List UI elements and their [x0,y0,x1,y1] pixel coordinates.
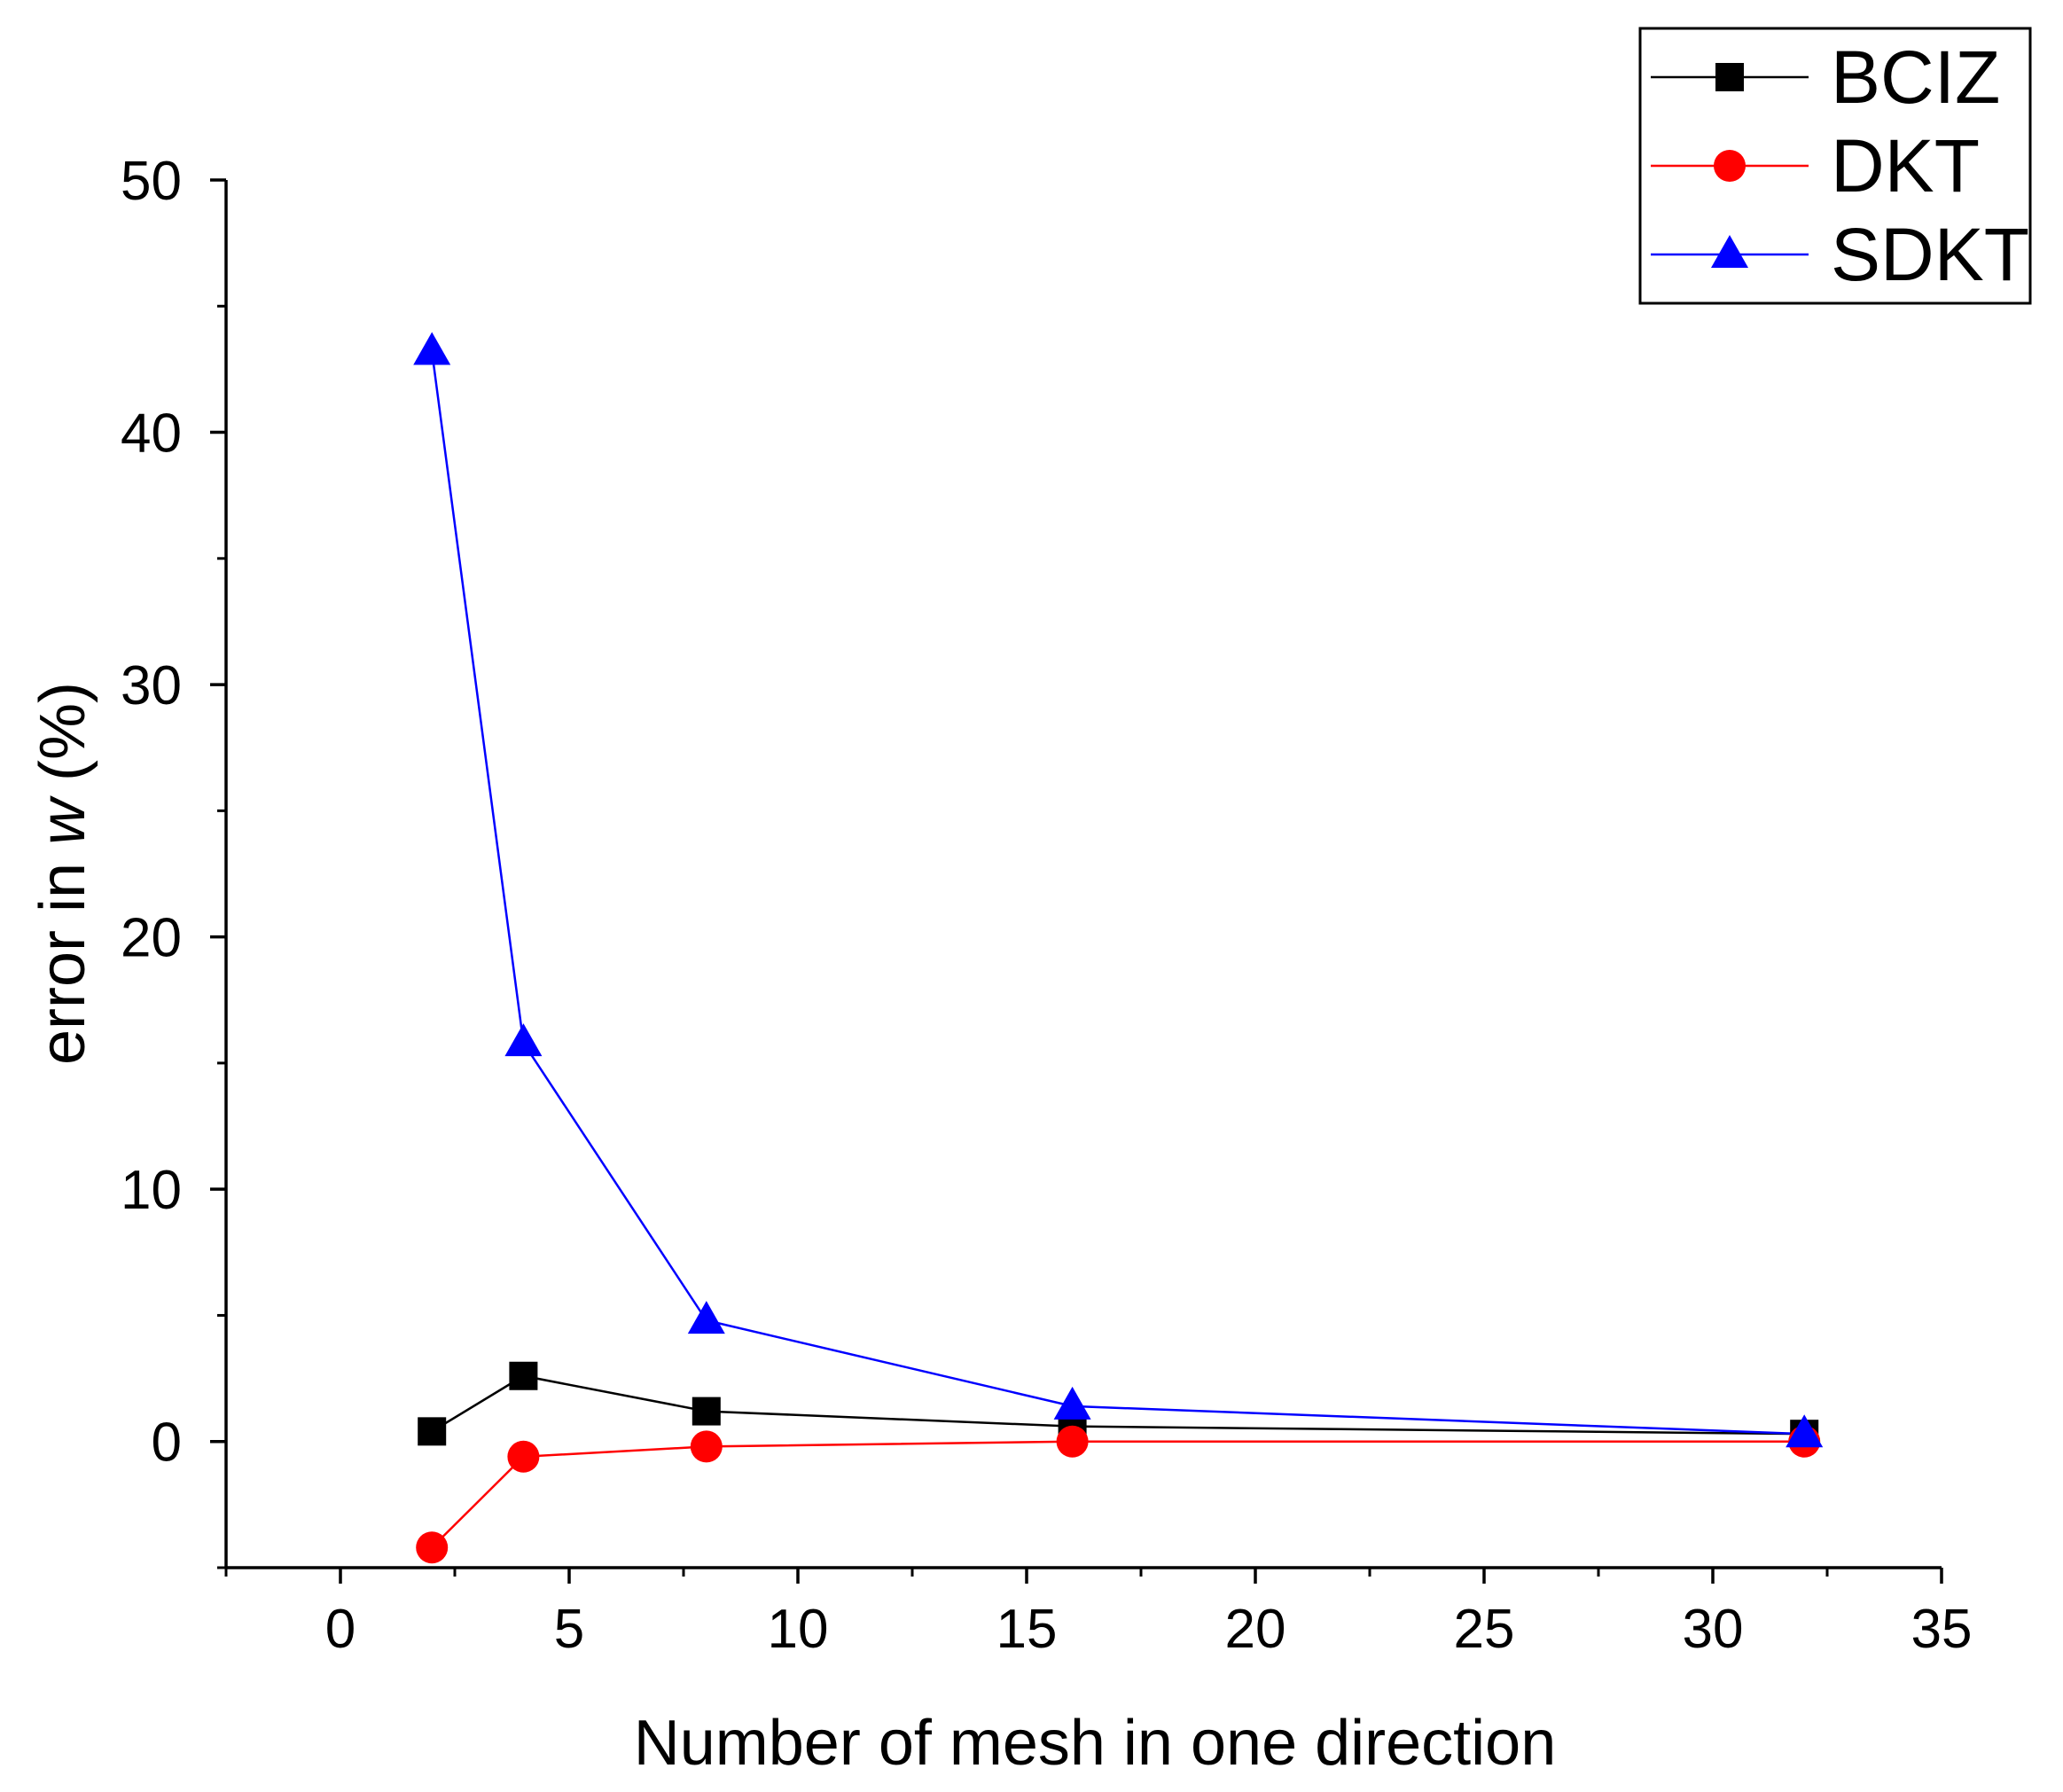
data-point-sdkt [1786,1414,1824,1448]
y-tick-label: 50 [121,151,182,212]
data-point-bciz [692,1397,721,1426]
y-axis-title-suffix: (%) [27,682,98,799]
x-tick-label: 35 [1911,1599,1973,1660]
x-tick-label: 25 [1454,1599,1515,1660]
y-tick-label: 10 [121,1160,182,1221]
data-point-sdkt [687,1301,725,1334]
data-point-bciz [509,1361,538,1390]
legend-marker-dkt [1714,150,1746,182]
x-tick-label: 0 [325,1599,356,1660]
data-point-dkt [1056,1425,1089,1458]
x-axis-title: Number of mesh in one direction [634,1708,1557,1779]
data-point-sdkt [504,1023,543,1057]
legend-marker-sdkt [1711,235,1748,268]
series-line-dkt [431,1440,1805,1549]
data-point-dkt [507,1440,540,1473]
y-tick-label: 20 [121,908,182,969]
data-point-sdkt [1053,1386,1091,1420]
data-point-dkt [690,1430,723,1463]
data-point-sdkt [413,332,451,365]
series-layer [413,332,1824,1564]
legend-label-bciz: BCIZ [1831,35,2000,119]
y-tick-label: 40 [121,403,182,465]
legend-label-sdkt: SDKT [1831,213,2029,296]
x-tick-label: 10 [768,1599,829,1660]
y-axis-title: error in w (%) [27,682,98,1065]
y-tick-label: 0 [152,1412,182,1474]
data-point-dkt [416,1531,449,1564]
x-tick-label: 15 [996,1599,1058,1660]
legend-marker-bciz [1715,63,1744,91]
series-line-sdkt [430,351,1805,1436]
ticks: 0 5 10 15 20 25 30 35 0 10 20 30 40 50 [121,151,1972,1660]
x-tick-label: 5 [554,1599,584,1660]
legend-label-dkt: DKT [1831,124,1980,207]
y-tick-label: 30 [121,655,182,716]
axes [224,180,1942,1569]
data-point-bciz [418,1417,447,1446]
y-axis-title-prefix: error in [27,845,98,1065]
x-tick-label: 20 [1225,1599,1286,1660]
y-axis-title-var: w [27,795,98,845]
x-tick-label: 30 [1683,1599,1744,1660]
